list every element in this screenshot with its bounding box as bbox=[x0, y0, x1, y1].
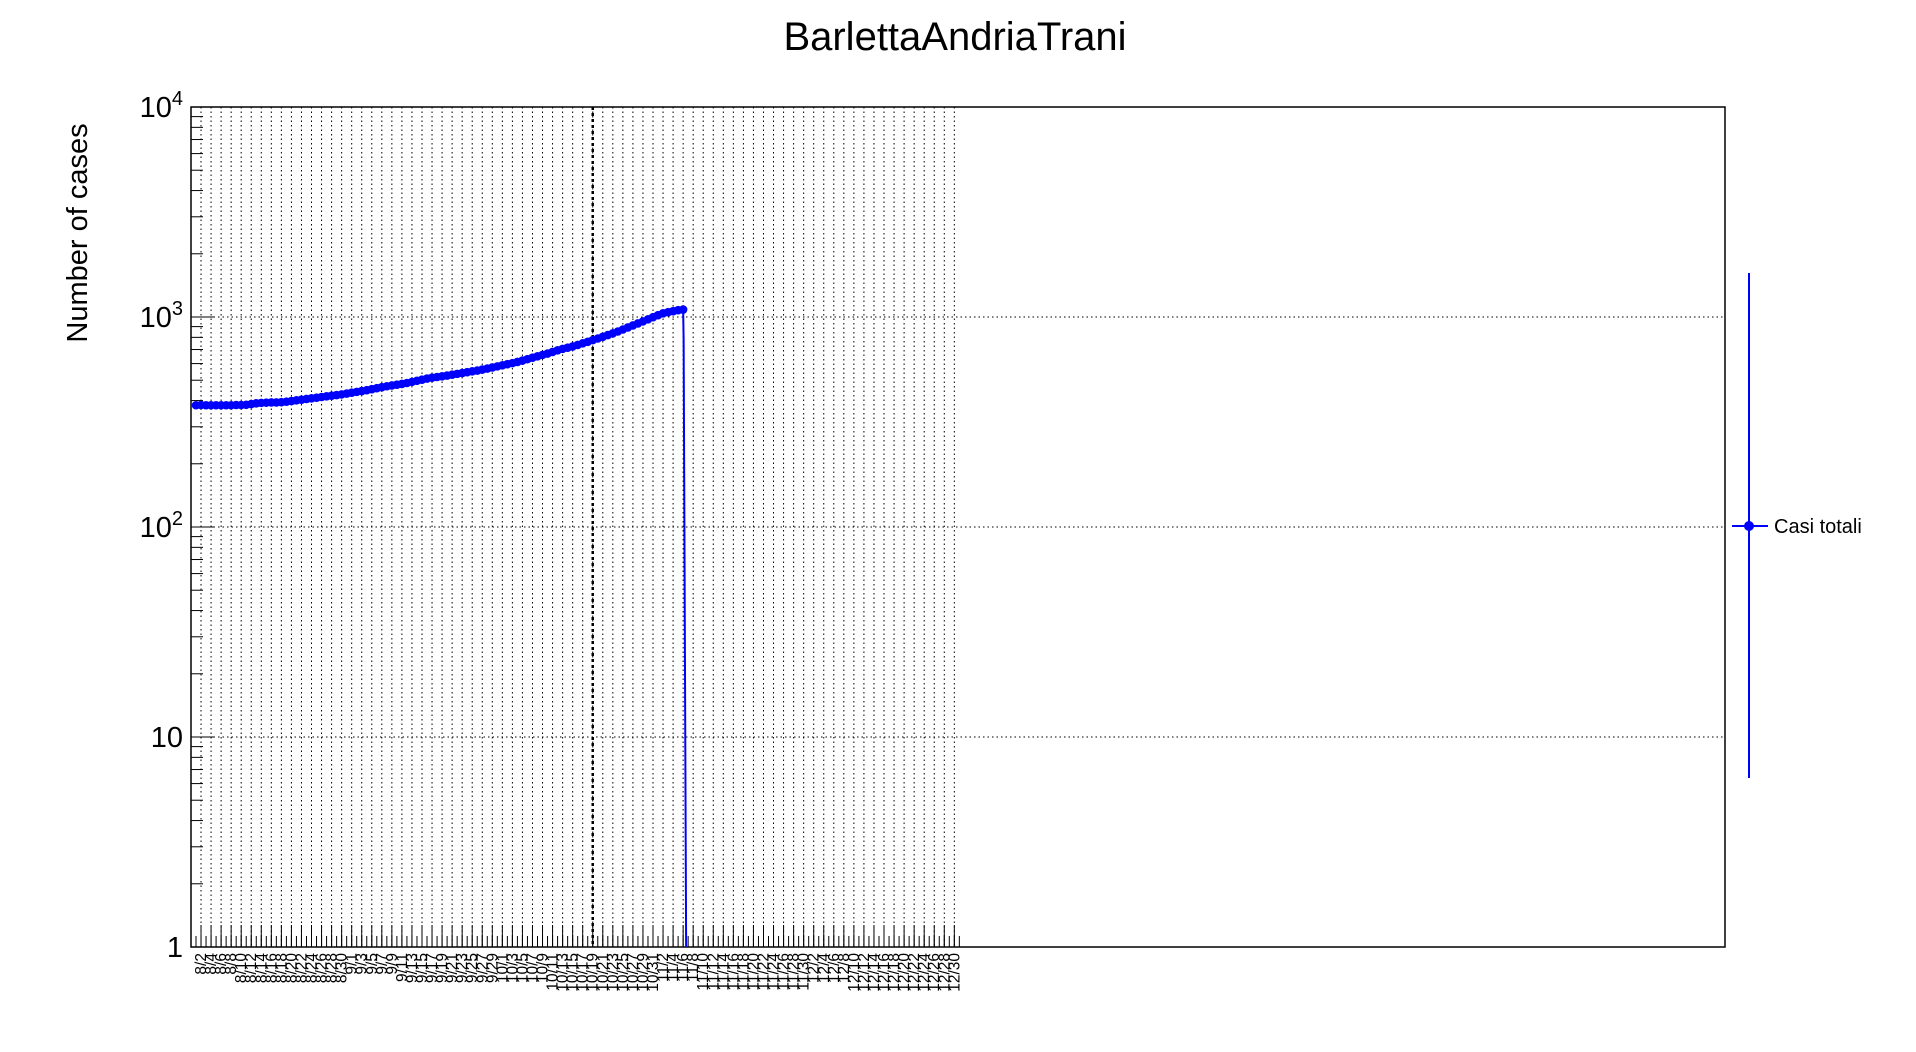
x-tick-label: 10/19 bbox=[585, 953, 602, 992]
x-tick-label: 10/25 bbox=[615, 953, 632, 992]
x-tick-label: 10/1 bbox=[494, 953, 511, 983]
x-tick-label: 10/11 bbox=[545, 953, 562, 991]
x-tick-label: 12/26 bbox=[926, 953, 943, 992]
x-tick-label: 9/15 bbox=[414, 953, 431, 983]
x-tick-label: 9/27 bbox=[474, 953, 491, 983]
x-tick-label: 8/20 bbox=[283, 953, 300, 984]
x-tick-label: 12/12 bbox=[856, 953, 873, 992]
x-tick-label: 10/29 bbox=[635, 953, 652, 992]
y-tick-label: 103 bbox=[140, 298, 183, 334]
x-tick-label: 11/16 bbox=[725, 953, 742, 991]
x-tick-label: 9/11 bbox=[394, 953, 411, 982]
x-tick-label: 10/3 bbox=[504, 953, 521, 983]
x-tick-label: 8/12 bbox=[243, 953, 260, 983]
x-tick-label: 11/6 bbox=[675, 953, 692, 982]
data-point bbox=[678, 305, 688, 314]
x-tick-label: 8/16 bbox=[263, 953, 280, 983]
x-tick-label: 12/8 bbox=[836, 953, 853, 983]
x-tick-label: 11/2 bbox=[655, 953, 672, 982]
x-tick-label: 12/30 bbox=[946, 953, 963, 992]
x-tick-label: 8/8 bbox=[223, 953, 240, 975]
x-tick-label: 12/24 bbox=[916, 953, 933, 992]
x-tick-label: 10/7 bbox=[524, 953, 541, 983]
x-tick-label: 11/10 bbox=[695, 953, 712, 991]
x-axis: 8/28/48/68/88/108/128/148/168/188/208/22… bbox=[193, 925, 963, 992]
x-tick-label: 8/22 bbox=[293, 953, 310, 983]
x-tick-label: 9/1 bbox=[344, 953, 361, 975]
y-axis-label: Number of cases bbox=[62, 123, 94, 342]
x-tick-label: 10/17 bbox=[575, 953, 592, 992]
x-tick-label: 10/9 bbox=[535, 953, 552, 983]
x-tick-label: 10/21 bbox=[595, 953, 612, 992]
x-tick-label: 12/18 bbox=[886, 953, 903, 992]
x-tick-label: 12/4 bbox=[816, 953, 833, 984]
x-tick-label: 12/14 bbox=[866, 953, 883, 992]
x-tick-label: 11/18 bbox=[735, 953, 752, 991]
x-tick-label: 10/27 bbox=[625, 953, 642, 992]
x-tick-label: 8/4 bbox=[203, 953, 220, 975]
legend: Casi totali bbox=[1732, 273, 1862, 778]
x-tick-label: 9/19 bbox=[434, 953, 451, 983]
x-tick-label: 11/20 bbox=[745, 953, 762, 991]
x-tick-label: 8/14 bbox=[253, 953, 270, 984]
x-tick-label: 12/28 bbox=[936, 953, 953, 992]
x-tick-label: 9/17 bbox=[424, 953, 441, 983]
legend-label-casi-totali: Casi totali bbox=[1774, 516, 1862, 538]
x-tick-label: 8/24 bbox=[304, 953, 321, 984]
series-casi-totali bbox=[191, 305, 688, 948]
x-tick-label: 9/21 bbox=[444, 953, 461, 983]
x-tick-label: 10/23 bbox=[605, 953, 622, 992]
x-tick-label: 9/7 bbox=[374, 953, 391, 975]
x-tick-label: 9/29 bbox=[484, 953, 501, 983]
x-tick-label: 12/22 bbox=[906, 953, 923, 992]
x-tick-label: 8/26 bbox=[314, 953, 331, 983]
x-tick-label: 9/5 bbox=[364, 953, 381, 975]
x-tick-label: 11/8 bbox=[685, 953, 702, 982]
x-tick-label: 8/18 bbox=[273, 953, 290, 983]
x-tick-label: 10/13 bbox=[555, 953, 572, 992]
x-tick-label: 11/12 bbox=[705, 953, 722, 991]
x-tick-label: 12/6 bbox=[826, 953, 843, 983]
x-tick-label: 12/20 bbox=[896, 953, 913, 992]
legend-marker bbox=[1744, 521, 1754, 531]
x-tick-label: 10/5 bbox=[514, 953, 531, 983]
x-tick-label: 11/4 bbox=[665, 953, 682, 982]
x-tick-label: 9/3 bbox=[354, 953, 371, 975]
x-tick-label: 8/10 bbox=[233, 953, 250, 984]
chart-title: BarlettaAndriaTrani bbox=[783, 15, 1126, 59]
x-tick-label: 9/25 bbox=[464, 953, 481, 983]
series-drop-line bbox=[682, 309, 688, 948]
x-tick-label: 10/31 bbox=[645, 953, 662, 992]
x-tick-label: 11/24 bbox=[766, 953, 783, 991]
x-tick-label: 11/30 bbox=[796, 953, 813, 991]
x-tick-label: 12/2 bbox=[806, 953, 823, 983]
y-axis: 1 10 102 103 104 bbox=[140, 88, 215, 964]
y-tick-label: 102 bbox=[140, 508, 183, 544]
x-tick-label: 9/9 bbox=[384, 953, 401, 975]
grid bbox=[191, 107, 1725, 947]
x-tick-label: 12/16 bbox=[876, 953, 893, 992]
x-tick-label: 10/15 bbox=[565, 953, 582, 992]
x-tick-label: 11/28 bbox=[786, 953, 803, 991]
y-tick-label: 1 bbox=[167, 932, 183, 964]
x-tick-label: 11/22 bbox=[755, 953, 772, 991]
y-tick-label: 104 bbox=[140, 88, 183, 124]
y-tick-label: 10 bbox=[151, 722, 183, 754]
x-tick-label: 11/14 bbox=[715, 953, 732, 991]
x-tick-label: 11/26 bbox=[776, 953, 793, 991]
x-tick-label: 8/30 bbox=[334, 953, 351, 984]
x-tick-label: 8/2 bbox=[193, 953, 210, 975]
series-line bbox=[195, 308, 684, 407]
x-tick-label: 9/13 bbox=[404, 953, 421, 983]
x-tick-label: 12/10 bbox=[846, 953, 863, 992]
x-tick-label: 8/28 bbox=[324, 953, 341, 983]
x-tick-label: 8/6 bbox=[213, 953, 230, 975]
x-tick-label: 9/23 bbox=[454, 953, 471, 983]
